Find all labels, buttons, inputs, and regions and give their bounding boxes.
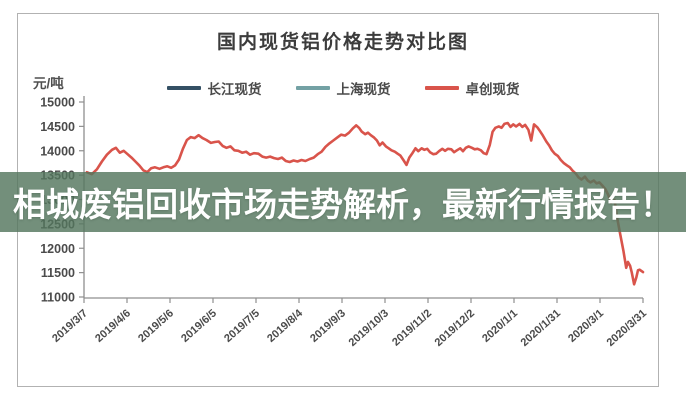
svg-text:2019/6/5: 2019/6/5 <box>179 307 219 345</box>
svg-text:12000: 12000 <box>40 242 75 256</box>
chart-title: 国内现货铝价格走势对比图 <box>216 32 469 53</box>
promo-banner-text: 相城废铝回收市场走势解析，最新行情报告！ <box>13 186 673 223</box>
svg-text:2020/1/31: 2020/1/31 <box>519 307 563 349</box>
svg-text:2019/11/2: 2019/11/2 <box>390 307 434 348</box>
changjiang-line-swatch <box>166 86 201 90</box>
zhuochuang-line-swatch <box>424 86 459 90</box>
legend-label-zhuochuang: 卓创现货 <box>465 82 520 97</box>
svg-text:2020/1/1: 2020/1/1 <box>480 307 520 345</box>
legend-label-shanghai: 上海现货 <box>336 82 391 97</box>
svg-text:2019/4/6: 2019/4/6 <box>93 307 133 345</box>
shanghai-line-swatch <box>295 86 330 90</box>
svg-text:2020/3/1: 2020/3/1 <box>566 307 606 345</box>
svg-text:2019/8/4: 2019/8/4 <box>265 307 306 345</box>
y-axis-unit-label: 元/吨 <box>33 76 64 91</box>
svg-text:2020/3/31: 2020/3/31 <box>605 307 649 349</box>
svg-text:15000: 15000 <box>40 96 75 110</box>
svg-text:2019/10/3: 2019/10/3 <box>347 307 391 349</box>
svg-text:2019/5/6: 2019/5/6 <box>136 307 176 345</box>
svg-text:14500: 14500 <box>40 120 75 134</box>
svg-text:2019/7/5: 2019/7/5 <box>222 307 262 345</box>
legend-item-zhuochuang: 卓创现货 <box>424 78 520 98</box>
legend-item-shanghai: 上海现货 <box>295 78 391 98</box>
svg-text:11500: 11500 <box>41 266 75 280</box>
svg-text:2019/3/7: 2019/3/7 <box>50 307 90 345</box>
svg-text:2019/9/3: 2019/9/3 <box>308 307 348 345</box>
promo-banner: 相城废铝回收市场走势解析，最新行情报告！ <box>0 172 686 232</box>
legend-item-changjiang: 长江现货 <box>166 78 262 98</box>
chart-legend: 长江现货 上海现货 卓创现货 <box>0 78 686 98</box>
svg-text:14000: 14000 <box>40 144 75 158</box>
svg-text:2019/12/2: 2019/12/2 <box>433 307 477 349</box>
legend-label-changjiang: 长江现货 <box>207 82 262 97</box>
svg-text:11000: 11000 <box>41 291 75 305</box>
